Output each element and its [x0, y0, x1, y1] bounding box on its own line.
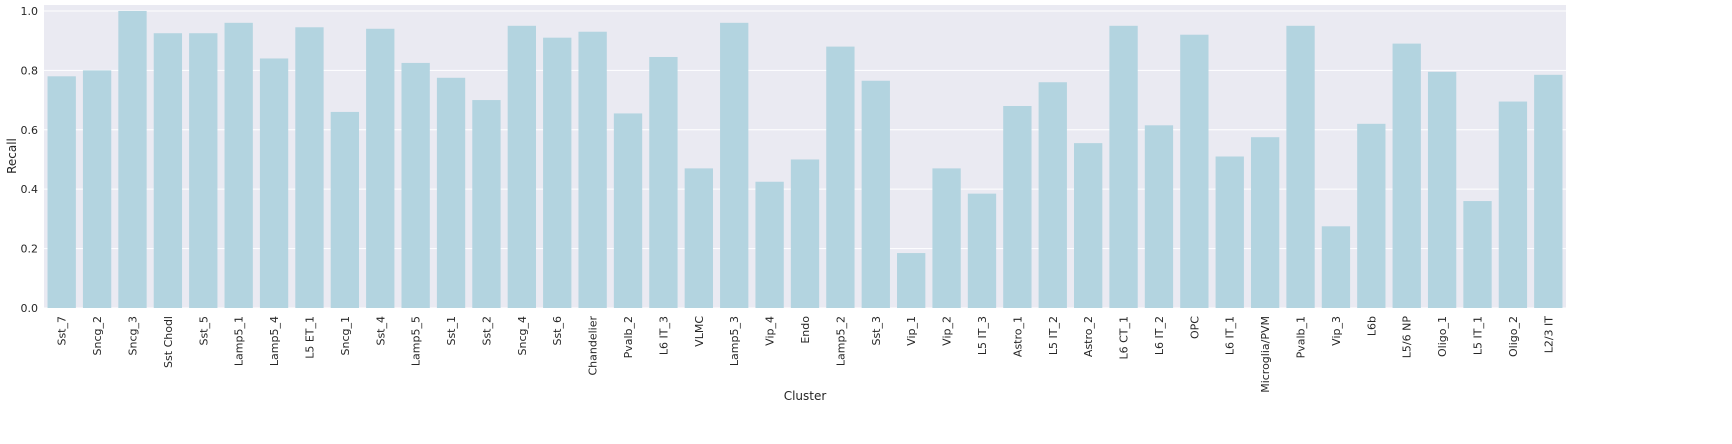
bar [82, 70, 112, 309]
x-tick-label: L6 CT_1 [1118, 316, 1131, 360]
bar [1463, 201, 1492, 308]
bar [472, 100, 501, 308]
x-tick-label: L6 IT_2 [1153, 316, 1166, 355]
x-tick-label: Sncg_4 [516, 316, 529, 355]
x-tick-label: Astro_2 [1082, 316, 1095, 357]
bar [330, 111, 360, 308]
x-tick-label: Sst_2 [480, 316, 493, 346]
x-tick-label: L5/6 NP [1401, 316, 1414, 359]
x-tick-label: Sst_3 [870, 316, 883, 346]
x-tick-label: Sst_5 [197, 316, 210, 346]
x-tick-label: OPC [1188, 316, 1201, 339]
x-tick-label: Vip_4 [764, 316, 777, 346]
bar [1144, 125, 1174, 308]
bar [826, 46, 855, 309]
y-tick-label: 0.6 [21, 124, 39, 137]
y-tick-label: 0.4 [21, 183, 39, 196]
y-tick-labels: 0.0 0.2 0.4 0.6 0.8 1.0 [21, 5, 39, 315]
x-axis-label: Cluster [784, 389, 827, 403]
x-tick-label: L5 IT_1 [1472, 316, 1485, 355]
x-tick-labels: Sst_7 Sncg_2 Sncg_3 Sst Chodl Sst_5 Lamp5_1 La… [56, 316, 1556, 393]
bar [1534, 74, 1563, 308]
bar [1109, 25, 1138, 308]
bar [118, 10, 147, 309]
bar [1286, 25, 1315, 308]
bars-group [47, 10, 1563, 309]
bar [932, 168, 961, 308]
x-tick-label: Sncg_2 [91, 316, 104, 355]
bar [1038, 82, 1067, 308]
x-tick-label: Lamp5_5 [410, 316, 423, 366]
x-tick-label: L6b [1365, 316, 1378, 336]
bar [755, 181, 784, 308]
x-tick-label: L5 IT_2 [1047, 316, 1060, 355]
x-tick-label: Vip_1 [905, 316, 918, 346]
bar [224, 22, 253, 309]
x-tick-label: L6 IT_1 [1224, 316, 1237, 355]
bar [1321, 226, 1351, 308]
x-tick-label: Sst_4 [374, 316, 387, 346]
x-tick-label: Lamp5_4 [268, 316, 281, 366]
bar [967, 193, 997, 308]
bar [1392, 43, 1421, 308]
x-tick-label: Endo [799, 316, 812, 344]
bar [1003, 106, 1032, 308]
x-tick-label: Sncg_1 [339, 316, 352, 355]
bar [861, 80, 890, 308]
bar [1427, 71, 1457, 309]
bar [1498, 101, 1528, 308]
y-tick-label: 0.2 [21, 243, 39, 256]
bar [790, 159, 820, 308]
bar [897, 253, 926, 308]
bar [189, 33, 218, 309]
x-tick-label: Oligo_2 [1507, 316, 1520, 357]
bar [366, 28, 395, 308]
x-tick-label: VLMC [693, 316, 706, 347]
x-tick-label: L5 ET_1 [303, 316, 316, 359]
bar [436, 77, 466, 308]
bar [1180, 34, 1209, 309]
bar [259, 58, 289, 309]
x-tick-label: Sst Chodl [162, 316, 175, 368]
y-tick-label: 0.8 [21, 64, 39, 77]
y-axis-label: Recall [5, 138, 19, 174]
x-tick-label: L2/3 IT [1542, 316, 1555, 354]
x-tick-label: Vip_2 [941, 316, 954, 346]
bar [1250, 137, 1280, 308]
bar [47, 76, 76, 308]
x-tick-label: Sncg_3 [126, 316, 139, 355]
x-tick-label: Chandelier [587, 316, 600, 376]
x-tick-label: Microglia/PVM [1259, 316, 1272, 393]
x-tick-label: Astro_1 [1011, 316, 1024, 357]
bar [1074, 143, 1103, 308]
x-tick-label: L6 IT_3 [657, 316, 670, 355]
bar [153, 33, 183, 309]
x-tick-label: Sst_6 [551, 316, 564, 346]
bar [401, 62, 430, 309]
bar [543, 37, 572, 308]
y-tick-label: 1.0 [21, 5, 39, 18]
bar [578, 31, 607, 309]
bar [684, 168, 713, 308]
bar [649, 56, 678, 309]
x-tick-label: Sst_7 [56, 316, 69, 346]
bar [295, 27, 324, 308]
x-tick-label: Lamp5_1 [233, 316, 246, 366]
x-tick-label: Lamp5_3 [728, 316, 741, 366]
x-tick-label: Vip_3 [1330, 316, 1343, 346]
x-tick-label: L5 IT_3 [976, 316, 989, 355]
bar [613, 113, 643, 308]
bar [720, 22, 749, 309]
x-tick-label: Sst_1 [445, 316, 458, 346]
bar [507, 25, 536, 308]
x-tick-label: Oligo_1 [1436, 316, 1449, 357]
bar [1357, 123, 1386, 308]
bar [1215, 156, 1244, 308]
x-tick-label: Lamp5_2 [834, 316, 847, 366]
y-tick-label: 0.0 [21, 302, 39, 315]
x-tick-label: Pvalb_1 [1295, 316, 1308, 358]
x-tick-label: Pvalb_2 [622, 316, 635, 358]
